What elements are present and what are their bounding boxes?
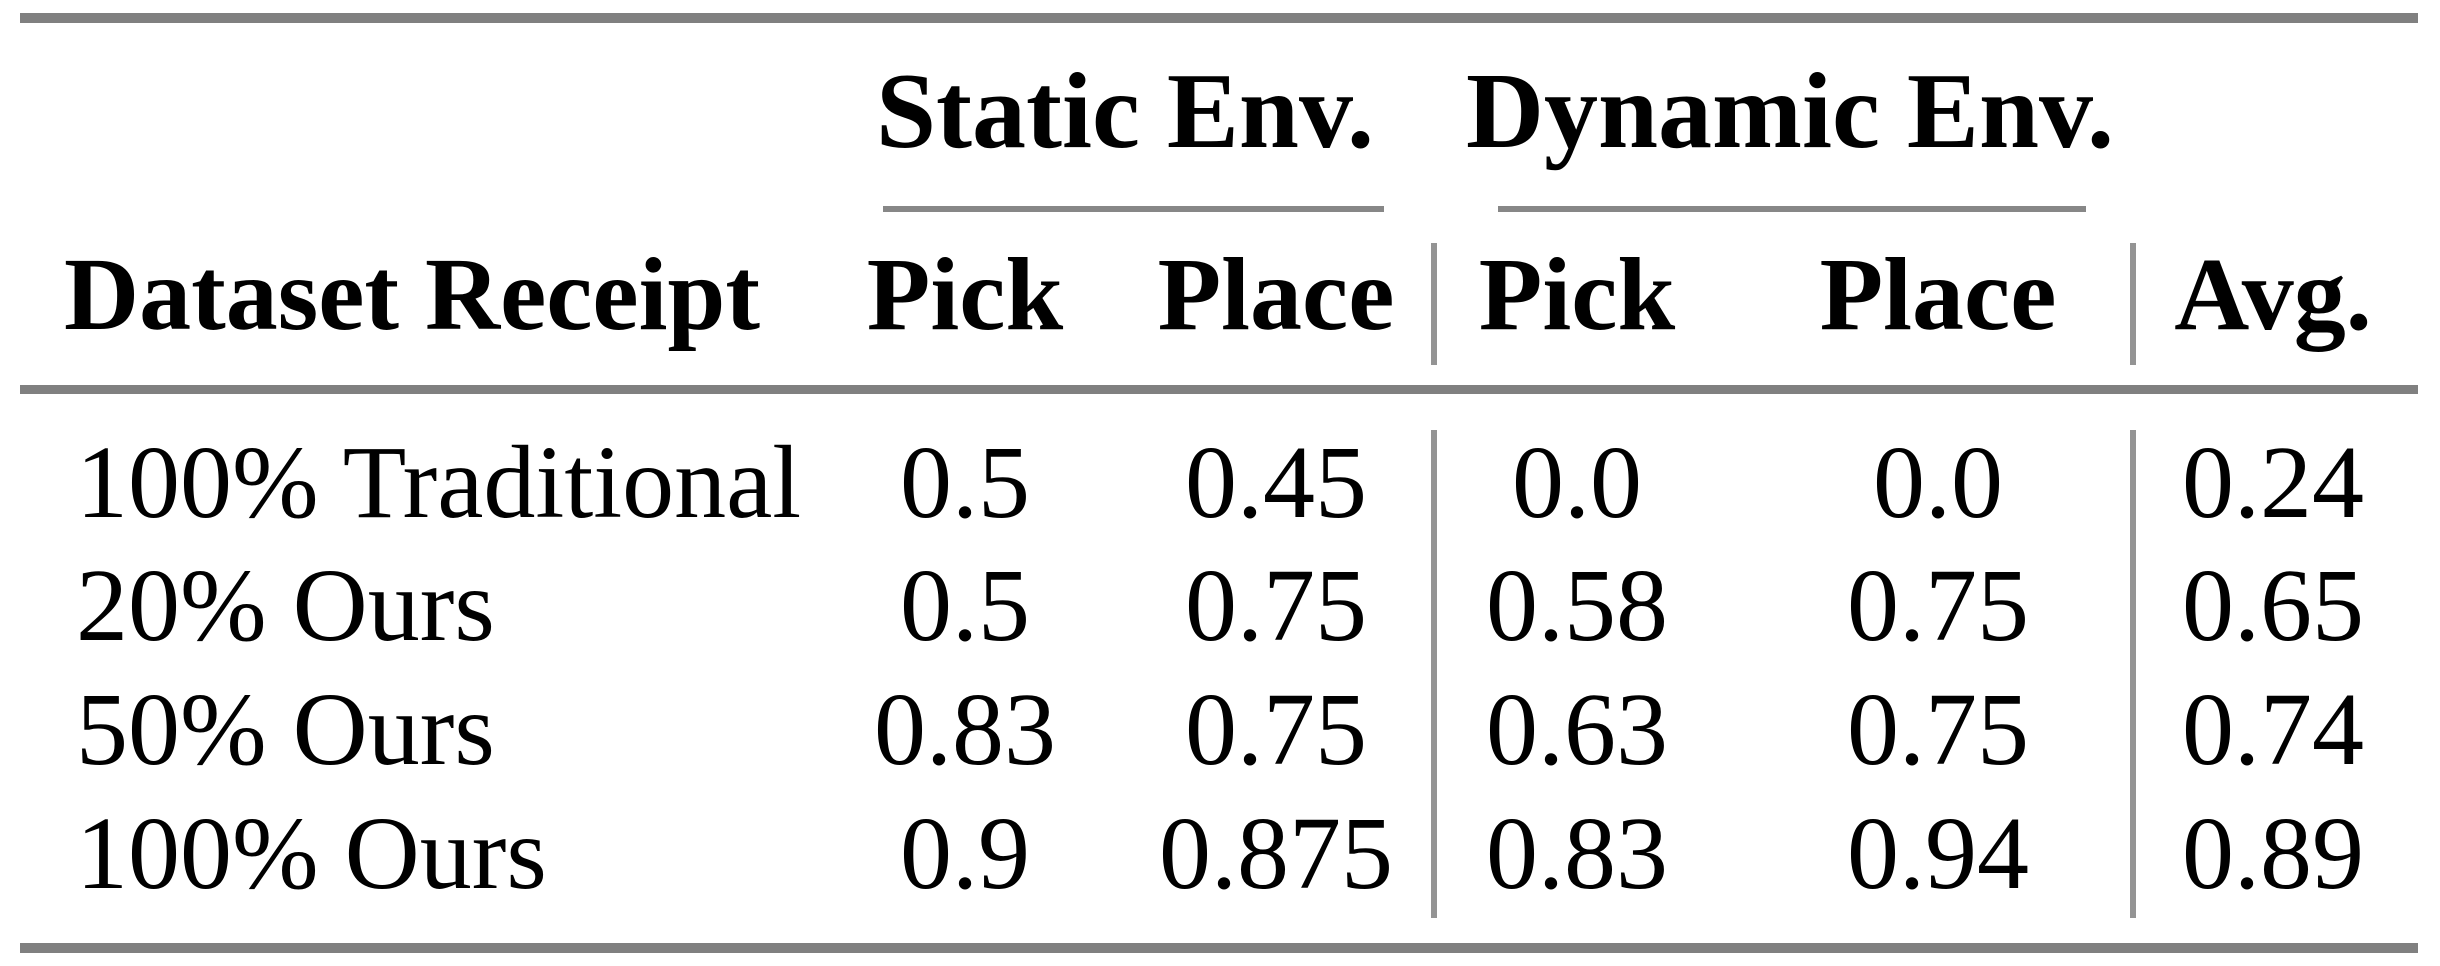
cell-static-place: 0.875	[1159, 796, 1393, 911]
cell-static-place: 0.75	[1185, 672, 1367, 787]
static-env-cmidrule	[883, 206, 1384, 212]
row-label: 20% Ours	[76, 548, 495, 663]
cell-dynamic-place: 0.75	[1847, 672, 2029, 787]
row-label: 50% Ours	[76, 672, 495, 787]
divider-dynamic-avg-header	[2130, 243, 2136, 365]
col-header-dynamic-pick: Pick	[1478, 237, 1676, 352]
cell-static-pick: 0.5	[900, 425, 1030, 540]
cell-dynamic-pick: 0.0	[1512, 425, 1642, 540]
cell-static-place: 0.45	[1185, 425, 1367, 540]
cell-dynamic-place: 0.0	[1873, 425, 2003, 540]
cell-static-pick: 0.83	[874, 672, 1056, 787]
divider-static-dynamic-header	[1431, 243, 1437, 365]
row-label: 100% Traditional	[76, 425, 802, 540]
col-header-static-place: Place	[1157, 237, 1395, 352]
cell-avg: 0.65	[2182, 548, 2364, 663]
col-header-dataset-receipt: Dataset Receipt	[64, 237, 760, 352]
table-bottom-rule	[20, 943, 2418, 953]
divider-static-dynamic-body	[1431, 430, 1437, 918]
group-header-dynamic-env: Dynamic Env.	[1465, 52, 2115, 171]
cell-avg: 0.74	[2182, 672, 2364, 787]
group-header-static-env: Static Env.	[875, 52, 1375, 171]
cell-dynamic-pick: 0.83	[1486, 796, 1668, 911]
table-mid-rule	[20, 385, 2418, 394]
cell-static-pick: 0.5	[900, 548, 1030, 663]
col-header-dynamic-place: Place	[1819, 237, 2057, 352]
dynamic-env-cmidrule	[1498, 206, 2086, 212]
col-header-avg: Avg.	[2174, 237, 2372, 352]
cell-dynamic-pick: 0.63	[1486, 672, 1668, 787]
cell-dynamic-place: 0.94	[1847, 796, 2029, 911]
cell-avg: 0.24	[2182, 425, 2364, 540]
table-top-rule	[20, 13, 2418, 23]
col-header-static-pick: Pick	[866, 237, 1064, 352]
cell-static-place: 0.75	[1185, 548, 1367, 663]
cell-dynamic-place: 0.75	[1847, 548, 2029, 663]
cell-avg: 0.89	[2182, 796, 2364, 911]
cell-dynamic-pick: 0.58	[1486, 548, 1668, 663]
row-label: 100% Ours	[76, 796, 547, 911]
divider-dynamic-avg-body	[2130, 430, 2136, 918]
cell-static-pick: 0.9	[900, 796, 1030, 911]
